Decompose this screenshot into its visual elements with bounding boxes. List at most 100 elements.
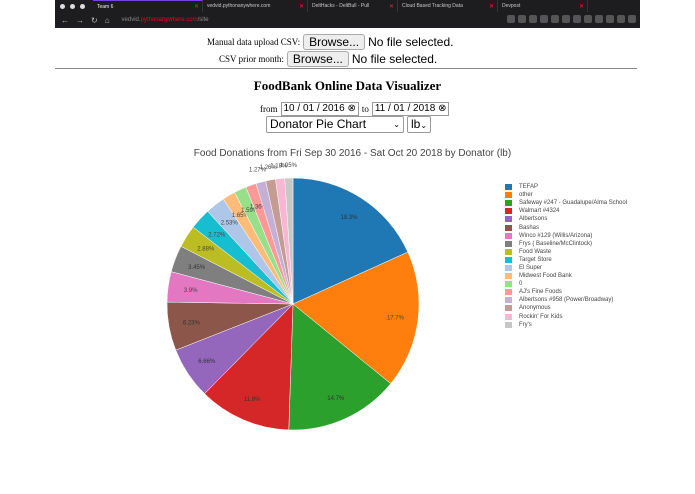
extension-icon[interactable] (562, 15, 570, 23)
pie-slice[interactable] (284, 177, 294, 305)
tab-1[interactable]: Team 6 ✕ (93, 0, 203, 12)
close-tab-icon[interactable]: ✕ (578, 3, 584, 10)
legend-label: Fry's (519, 321, 532, 328)
legend-item[interactable]: TEFAP (505, 183, 627, 191)
slice-label: 1.59% (241, 208, 259, 214)
chart-type-select[interactable]: Donator Pie Chart ⌄ (266, 116, 404, 133)
legend-item[interactable]: Albertsons #958 (Power/Broadway) (505, 296, 627, 304)
prior-upload-row: CSV prior month: Browse... No file selec… (219, 51, 437, 67)
legend-item[interactable]: Food Waste (505, 248, 627, 256)
legend-item[interactable]: Safeway #247 - Guadalupe/Alma School (505, 199, 627, 207)
legend-swatch (505, 281, 512, 288)
legend-item[interactable]: 0 (505, 280, 627, 288)
legend-swatch (505, 321, 512, 328)
extension-icon[interactable] (529, 15, 537, 23)
slice-label: 1.26% (260, 165, 278, 171)
legend-label: other (519, 192, 533, 199)
legend-label: Rockin' For Kids (519, 313, 563, 320)
address-bar[interactable]: vedvid.pythonanywhere.com/site (121, 17, 209, 23)
clear-icon[interactable]: ⊗ (347, 103, 356, 114)
extension-icon[interactable] (518, 15, 526, 23)
slice-label: 2.88% (197, 247, 215, 253)
legend-item[interactable]: Midwest Food Bank (505, 272, 627, 280)
browser-chrome: Team 6 ✕ vedvid.pythonanywhere.com ✕ DeltH… (55, 0, 640, 28)
extension-icon[interactable] (606, 15, 614, 23)
manual-browse-button[interactable]: Browse... (303, 34, 366, 50)
extension-icon[interactable] (573, 15, 581, 23)
slice-label: 6.66% (198, 359, 216, 365)
legend-label: Anonymous (519, 305, 551, 312)
legend-label: Food Waste (519, 248, 552, 255)
window-controls[interactable] (60, 3, 85, 9)
legend-swatch (505, 200, 512, 207)
extension-icon[interactable] (584, 15, 592, 23)
legend-item[interactable]: Bashas (505, 223, 627, 231)
legend-label: Bashas (519, 224, 540, 231)
legend-label: AJ's Fine Foods (519, 289, 562, 296)
legend-swatch (505, 297, 512, 304)
slice-label: 14.7% (327, 396, 345, 402)
pie-slice[interactable] (292, 177, 409, 305)
extension-icon[interactable] (595, 15, 603, 23)
legend-item[interactable]: Anonymous (505, 304, 627, 312)
from-date-input[interactable]: 10 / 01 / 2016 ⊗ (280, 102, 359, 116)
legend-item[interactable]: Fry's (505, 321, 627, 329)
extension-icon[interactable] (551, 15, 559, 23)
legend-label: Frys ( Baseline/McClintock) (519, 240, 593, 247)
legend-swatch (505, 232, 512, 239)
close-dot[interactable] (60, 3, 65, 9)
unit-select[interactable]: lb⌄ (407, 116, 431, 133)
tab-2[interactable]: vedvid.pythonanywhere.com ✕ (203, 0, 308, 12)
legend-item[interactable]: Frys ( Baseline/McClintock) (505, 240, 627, 248)
date-range: from 10 / 01 / 2016 ⊗ to 11 / 01 / 2018 … (260, 102, 450, 116)
minimize-dot[interactable] (70, 3, 75, 9)
tab-5[interactable]: Devpost ✕ (498, 0, 588, 12)
tab-3[interactable]: DeltHacks - DeltBull - Pull ✕ (308, 0, 398, 12)
maximize-dot[interactable] (80, 3, 85, 9)
extension-icon[interactable] (507, 15, 515, 23)
legend-item[interactable]: Winco #129 (Willis/Arizona) (505, 232, 627, 240)
legend-item[interactable]: El Super (505, 264, 627, 272)
legend-label: 0 (519, 281, 523, 288)
legend-swatch (505, 313, 512, 320)
tab-4[interactable]: Cloud Based Tracking Data ✕ (398, 0, 498, 12)
extension-icon[interactable] (617, 15, 625, 23)
pie-slice[interactable] (292, 251, 420, 384)
legend-item[interactable]: Rockin' For Kids (505, 313, 627, 321)
back-icon[interactable]: ← (61, 15, 69, 25)
clear-icon[interactable]: ⊗ (438, 103, 447, 114)
legend-swatch (505, 240, 512, 247)
chart-title: Food Donations from Fri Sep 30 2016 - Sa… (193, 148, 512, 159)
extension-icon[interactable] (540, 15, 548, 23)
slice-label: 6.23% (183, 320, 201, 326)
close-tab-icon[interactable]: ✕ (388, 3, 394, 10)
legend-item[interactable]: Walmart #4324 (505, 207, 627, 215)
to-date-input[interactable]: 11 / 01 / 2018 ⊗ (371, 102, 450, 116)
slice-label: 2.72% (208, 232, 226, 238)
pie-slice[interactable] (288, 303, 392, 431)
legend-swatch (505, 208, 512, 215)
close-tab-icon[interactable]: ✕ (193, 4, 199, 10)
close-tab-icon[interactable]: ✕ (298, 3, 304, 10)
slice-label: 2.53% (221, 221, 239, 227)
legend-item[interactable]: AJ's Fine Foods (505, 288, 627, 296)
prior-browse-button[interactable]: Browse... (286, 51, 349, 67)
legend-label: Albertsons (519, 216, 548, 223)
forward-icon[interactable]: → (76, 15, 84, 25)
pie-slice[interactable] (204, 303, 294, 431)
reload-icon[interactable]: ↻ (91, 15, 98, 25)
chart-controls: Donator Pie Chart ⌄ lb⌄ (266, 116, 431, 133)
from-label: from (260, 104, 278, 114)
legend-swatch (505, 192, 512, 199)
extension-icon[interactable] (628, 15, 636, 23)
legend-item[interactable]: Albertsons (505, 215, 627, 223)
legend-item[interactable]: Target Store (505, 256, 627, 264)
legend-label: Albertsons #958 (Power/Broadway) (519, 297, 614, 304)
legend-item[interactable]: other (505, 191, 627, 199)
prior-upload-label: CSV prior month: (219, 54, 284, 64)
legend-label: Target Store (519, 256, 552, 263)
home-icon[interactable]: ⌂ (104, 15, 110, 25)
slice-label: 1.65% (232, 213, 250, 219)
close-tab-icon[interactable]: ✕ (488, 3, 494, 10)
